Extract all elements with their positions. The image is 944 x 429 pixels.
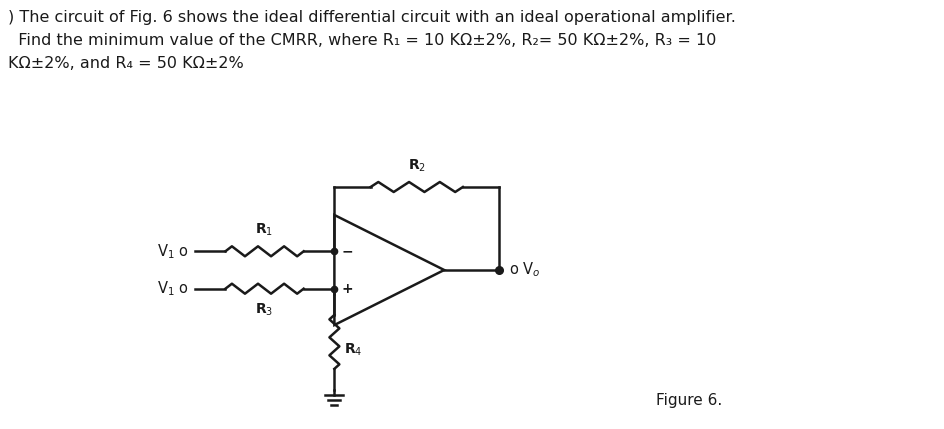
- Text: ) The circuit of Fig. 6 shows the ideal differential circuit with an ideal opera: ) The circuit of Fig. 6 shows the ideal …: [8, 10, 735, 25]
- Text: V$_1$ o: V$_1$ o: [157, 279, 189, 298]
- Text: V$_1$ o: V$_1$ o: [157, 242, 189, 261]
- Text: −: −: [341, 244, 353, 258]
- Text: R$_4$: R$_4$: [344, 341, 362, 357]
- Text: KΩ±2%, and R₄ = 50 KΩ±2%: KΩ±2%, and R₄ = 50 KΩ±2%: [8, 56, 244, 71]
- Text: Find the minimum value of the CMRR, where R₁ = 10 KΩ±2%, R₂= 50 KΩ±2%, R₃ = 10: Find the minimum value of the CMRR, wher…: [8, 33, 716, 48]
- Text: +: +: [341, 282, 353, 296]
- Text: Figure 6.: Figure 6.: [655, 393, 721, 408]
- Text: R$_1$: R$_1$: [255, 222, 273, 238]
- Text: R$_2$: R$_2$: [407, 157, 426, 174]
- Text: o V$_o$: o V$_o$: [509, 261, 540, 279]
- Text: R$_3$: R$_3$: [255, 302, 274, 318]
